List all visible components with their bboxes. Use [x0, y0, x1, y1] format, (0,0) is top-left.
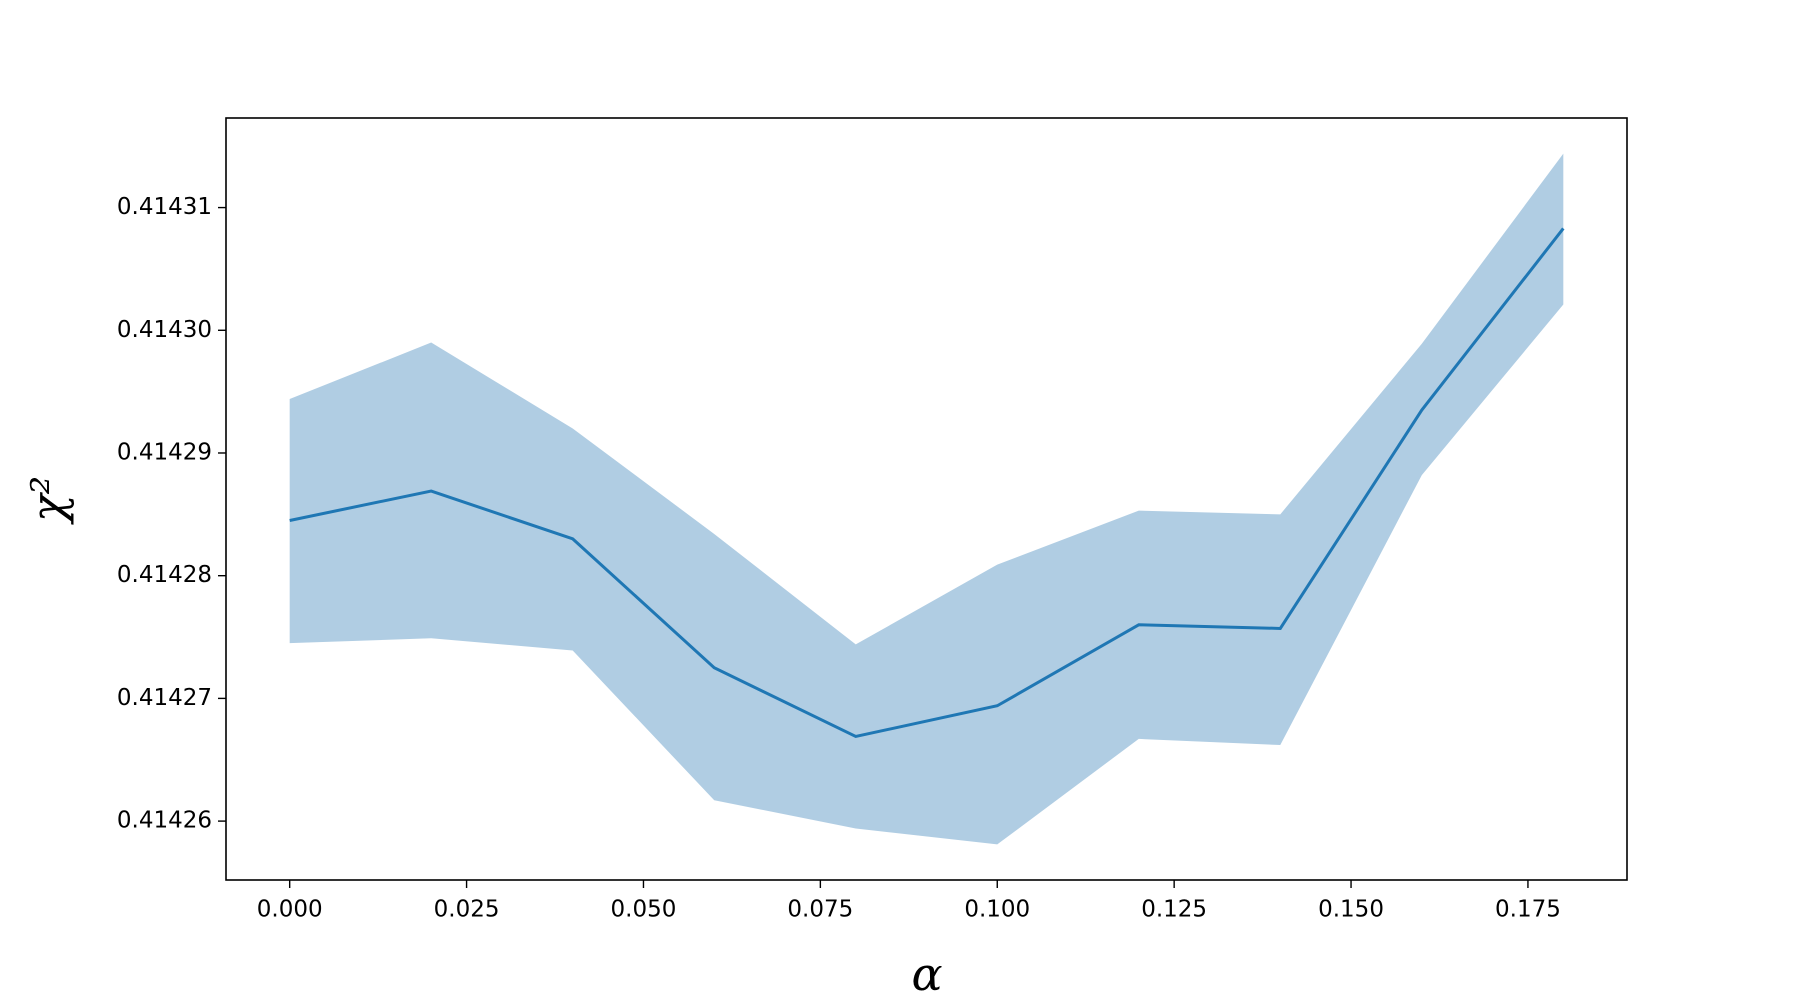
x-tick-label: 0.050 — [611, 897, 677, 923]
y-tick-label: 0.41431 — [117, 194, 212, 220]
x-tick-label: 0.125 — [1141, 897, 1207, 923]
x-tick-label: 0.150 — [1318, 897, 1384, 923]
plot-frame — [225, 117, 1628, 881]
y-tick-label: 0.41430 — [117, 317, 212, 343]
confidence-band — [289, 153, 1564, 845]
y-tick-label: 0.41426 — [117, 808, 212, 834]
x-tick-label: 0.000 — [257, 897, 323, 923]
x-tick-label: 0.025 — [434, 897, 500, 923]
y-tick-label: 0.41427 — [117, 685, 212, 711]
y-tick-label: 0.41429 — [117, 439, 212, 465]
x-tick-label: 0.100 — [964, 897, 1030, 923]
y-tick-label: 0.41428 — [117, 562, 212, 588]
x-tick-label: 0.075 — [787, 897, 853, 923]
line — [289, 227, 1565, 739]
x-tick-label: 0.175 — [1495, 897, 1561, 923]
x-axis-label: α — [911, 947, 942, 1000]
y-axis-label: χ² — [21, 476, 75, 525]
